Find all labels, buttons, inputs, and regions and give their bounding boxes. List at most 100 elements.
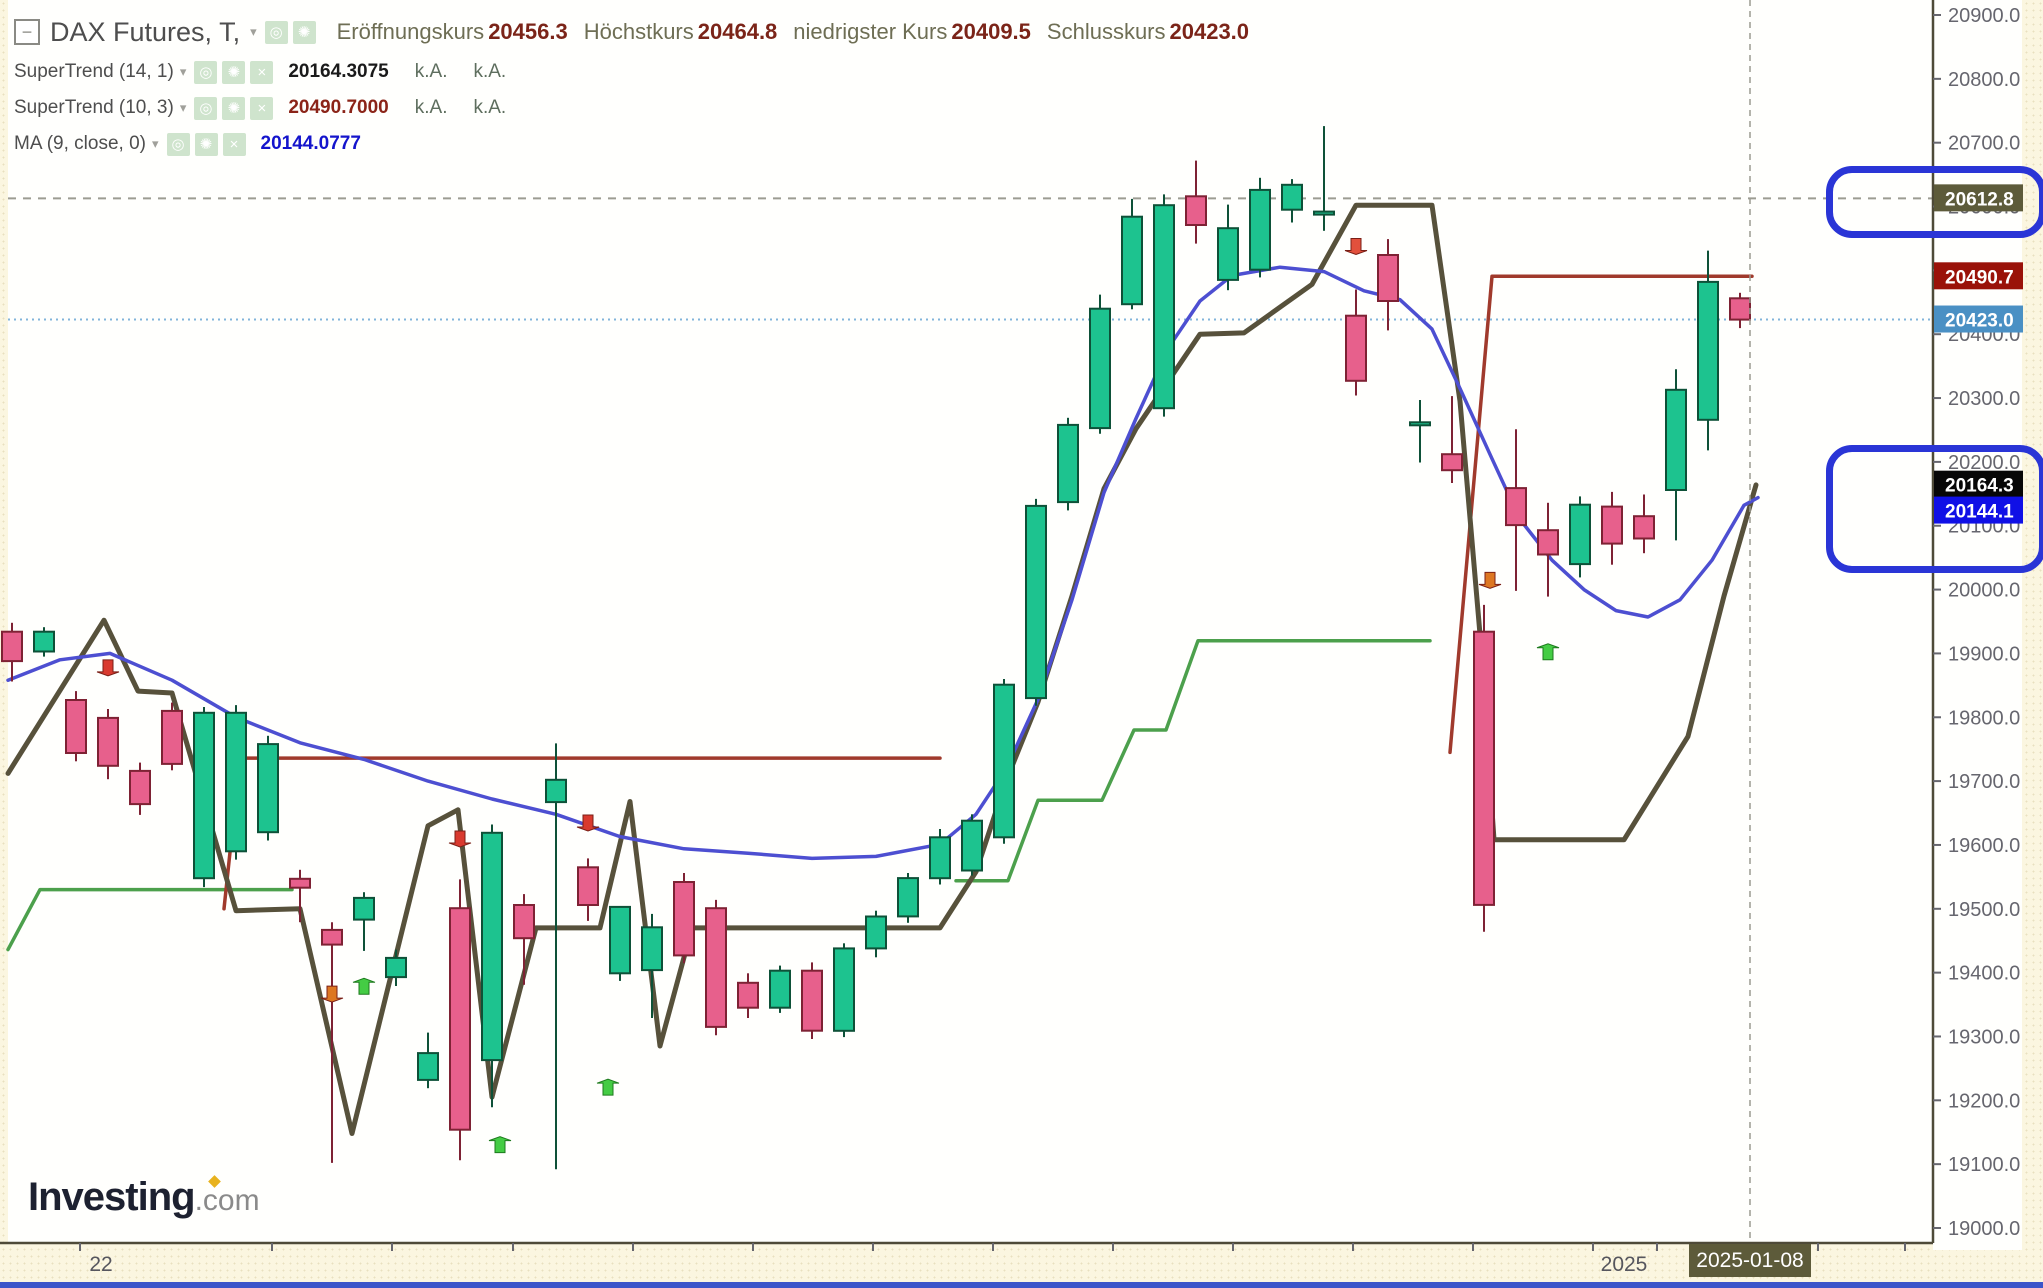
candle-body[interactable] xyxy=(1505,487,1527,527)
candle-body[interactable] xyxy=(1025,504,1047,700)
candle-body[interactable] xyxy=(1249,188,1271,271)
candle-bullish[interactable] xyxy=(961,814,983,876)
chevron-down-icon[interactable]: ▾ xyxy=(152,136,159,151)
candle-bullish[interactable] xyxy=(1569,496,1591,578)
close-icon[interactable]: × xyxy=(222,132,246,156)
candle-body[interactable] xyxy=(1633,515,1655,540)
candle-bullish[interactable] xyxy=(353,892,375,951)
candle-bearish[interactable] xyxy=(1377,239,1399,331)
candle-body[interactable] xyxy=(705,907,727,1028)
candle-bearish[interactable] xyxy=(577,858,599,921)
eye-icon[interactable]: ◎ xyxy=(264,20,288,44)
candle-body[interactable] xyxy=(929,836,951,880)
candle-bearish[interactable] xyxy=(1505,429,1527,591)
candle-bearish[interactable] xyxy=(289,869,311,923)
candle-bullish[interactable] xyxy=(1697,250,1719,451)
candle-bearish[interactable] xyxy=(65,691,87,762)
indicator-name[interactable]: SuperTrend (10, 3) xyxy=(14,97,174,118)
candle-bullish[interactable] xyxy=(481,824,503,1108)
candle-body[interactable] xyxy=(417,1052,439,1081)
chevron-down-icon[interactable]: ▾ xyxy=(179,64,187,79)
candle-bullish[interactable] xyxy=(1089,294,1111,434)
candle-bearish[interactable] xyxy=(449,879,471,1161)
candle-bearish[interactable] xyxy=(1345,289,1367,396)
candle-bearish[interactable] xyxy=(1633,494,1655,554)
candle-bearish[interactable] xyxy=(161,702,183,771)
candle-bullish[interactable] xyxy=(1281,179,1303,223)
candle-body[interactable] xyxy=(1185,195,1207,227)
candle-bearish[interactable] xyxy=(1729,292,1751,329)
candle-bearish[interactable] xyxy=(801,962,823,1039)
candle-bullish[interactable] xyxy=(993,679,1015,844)
candle-body[interactable] xyxy=(801,969,823,1032)
candle-body[interactable] xyxy=(641,926,663,972)
close-icon[interactable]: × xyxy=(250,96,274,120)
candle-body[interactable] xyxy=(1665,388,1687,491)
candle-body[interactable] xyxy=(481,831,503,1062)
candle-bearish[interactable] xyxy=(129,762,151,815)
symbol-title[interactable]: DAX Futures, T, xyxy=(50,16,241,47)
candle-bullish[interactable] xyxy=(1121,198,1143,310)
candle-bullish[interactable] xyxy=(33,627,55,657)
candle-body[interactable] xyxy=(833,947,855,1032)
candle-body[interactable] xyxy=(353,896,375,921)
candle-bullish[interactable] xyxy=(1665,369,1687,541)
candle-bullish[interactable] xyxy=(609,905,631,981)
candle-body[interactable] xyxy=(1601,505,1623,545)
candle-body[interactable] xyxy=(1121,215,1143,306)
gear-icon[interactable]: ✺ xyxy=(194,132,218,156)
candle-bullish[interactable] xyxy=(769,965,791,1013)
candle-body[interactable] xyxy=(1537,529,1559,556)
candle-body[interactable] xyxy=(385,956,407,979)
candle-bullish[interactable] xyxy=(897,873,919,923)
chevron-down-icon[interactable]: ▾ xyxy=(250,24,257,39)
candle-body[interactable] xyxy=(1377,254,1399,302)
indicator-name[interactable]: MA (9, close, 0) xyxy=(14,133,146,154)
timeline-scrollbar[interactable] xyxy=(0,1282,2043,1288)
candle-bullish[interactable] xyxy=(257,735,279,841)
candle-bullish[interactable] xyxy=(1313,126,1335,231)
chevron-down-icon[interactable]: ▾ xyxy=(179,100,187,115)
candle-body[interactable] xyxy=(193,711,215,880)
candle-body[interactable] xyxy=(289,877,311,889)
candle-bearish[interactable] xyxy=(1,622,23,682)
candle-body[interactable] xyxy=(1345,314,1367,382)
candle-bearish[interactable] xyxy=(321,922,343,1163)
candle-body[interactable] xyxy=(513,904,535,940)
candle-body[interactable] xyxy=(33,630,55,653)
candle-bullish[interactable] xyxy=(1025,498,1047,706)
candle-body[interactable] xyxy=(865,915,887,950)
candle-bullish[interactable] xyxy=(1057,417,1079,511)
candle-bearish[interactable] xyxy=(1473,604,1495,932)
candle-bullish[interactable] xyxy=(225,705,247,860)
candle-body[interactable] xyxy=(1281,183,1303,211)
candle-body[interactable] xyxy=(673,881,695,957)
candle-body[interactable] xyxy=(545,778,567,804)
candle-bullish[interactable] xyxy=(385,949,407,986)
candle-bullish[interactable] xyxy=(545,743,567,1170)
candle-body[interactable] xyxy=(769,969,791,1009)
indicator-name[interactable]: SuperTrend (14, 1) xyxy=(14,61,174,82)
candle-body[interactable] xyxy=(1217,227,1239,281)
candle-body[interactable] xyxy=(1569,503,1591,566)
candle-bearish[interactable] xyxy=(673,873,695,964)
candle-bullish[interactable] xyxy=(641,913,663,1018)
candle-bearish[interactable] xyxy=(1601,491,1623,565)
candle-bullish[interactable] xyxy=(1153,194,1175,417)
gear-icon[interactable]: ✺ xyxy=(292,20,316,44)
candle-body[interactable] xyxy=(129,769,151,806)
candle-body[interactable] xyxy=(1697,280,1719,421)
eye-icon[interactable]: ◎ xyxy=(194,60,218,84)
candle-body[interactable] xyxy=(1153,204,1175,410)
candle-bullish[interactable] xyxy=(929,829,951,885)
candle-bearish[interactable] xyxy=(705,899,727,1036)
candle-bullish[interactable] xyxy=(193,707,215,888)
candle-body[interactable] xyxy=(1313,210,1335,216)
candle-body[interactable] xyxy=(1,630,23,663)
candle-body[interactable] xyxy=(65,699,87,754)
candle-body[interactable] xyxy=(161,709,183,765)
candle-body[interactable] xyxy=(897,877,919,918)
candle-body[interactable] xyxy=(961,819,983,872)
candle-body[interactable] xyxy=(1057,423,1079,504)
